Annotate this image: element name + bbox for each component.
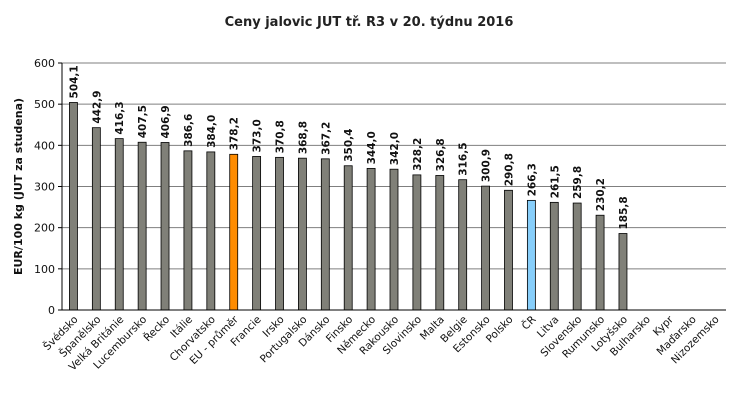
data-label: 350,4	[343, 129, 355, 162]
bar	[366, 167, 376, 311]
data-label: 300,9	[481, 149, 493, 182]
bar	[206, 151, 216, 311]
data-label: 416,3	[114, 101, 126, 134]
y-tick-label: 300	[34, 181, 55, 194]
data-label: 442,9	[91, 90, 103, 123]
data-label: 378,2	[229, 117, 241, 150]
data-label: 230,2	[595, 178, 607, 211]
data-label: 316,5	[458, 142, 470, 175]
data-label: 290,8	[503, 153, 515, 186]
y-tick-label: 400	[34, 139, 55, 152]
data-label: 185,8	[618, 196, 630, 229]
data-label: 326,8	[435, 138, 447, 171]
bar	[183, 150, 193, 311]
y-tick-label: 600	[34, 57, 55, 70]
bar	[229, 153, 239, 311]
bar	[320, 158, 330, 311]
data-label: 367,2	[320, 122, 332, 155]
bar	[137, 141, 147, 311]
data-label: 266,3	[526, 163, 538, 196]
bar	[389, 168, 399, 311]
bar	[298, 157, 307, 311]
chart-title: Ceny jalovic JUT tř. R3 v 20. týdnu 2016	[225, 15, 514, 30]
y-tick-label: 500	[34, 98, 55, 111]
data-label: 373,0	[252, 119, 264, 152]
bar	[412, 174, 422, 311]
data-label: 259,8	[572, 166, 584, 199]
y-tick-label: 100	[34, 263, 55, 276]
data-label: 344,0	[366, 131, 378, 164]
bar	[618, 233, 628, 311]
bar	[160, 142, 170, 311]
data-label: 504,1	[68, 65, 80, 98]
bar	[549, 201, 559, 311]
y-tick-label: 0	[48, 304, 55, 317]
bar	[526, 199, 536, 311]
y-tick-label: 200	[34, 222, 55, 235]
y-axis-ticks: 0 100 200 300 400 500 600	[34, 57, 62, 317]
bar	[504, 189, 513, 311]
data-label: 406,9	[160, 105, 172, 138]
data-label: 261,5	[549, 165, 561, 198]
x-tick-label: ČR	[519, 313, 539, 333]
bar	[458, 179, 468, 311]
bar	[343, 165, 353, 311]
data-label: 370,8	[275, 120, 287, 153]
bar	[481, 185, 490, 311]
bar	[91, 127, 101, 311]
data-label: 407,5	[137, 105, 149, 138]
data-label: 386,6	[183, 114, 195, 147]
bar	[114, 138, 124, 311]
bar	[69, 102, 78, 311]
x-tick-label: Řecko	[141, 313, 172, 344]
data-label: 368,8	[297, 121, 309, 154]
bar	[572, 202, 582, 311]
bar	[435, 175, 445, 311]
data-label: 384,0	[206, 115, 218, 148]
data-labels: 504,1 442,9 416,3 407,5 406,9 386,6 384,0 378,2…	[68, 65, 630, 229]
bar	[275, 156, 284, 311]
data-label: 342,0	[389, 132, 401, 165]
y-axis-label: EUR/100 kg (JUT za studena)	[12, 98, 25, 275]
data-label: 328,2	[412, 138, 424, 171]
bar	[252, 156, 262, 311]
bar	[595, 214, 605, 311]
